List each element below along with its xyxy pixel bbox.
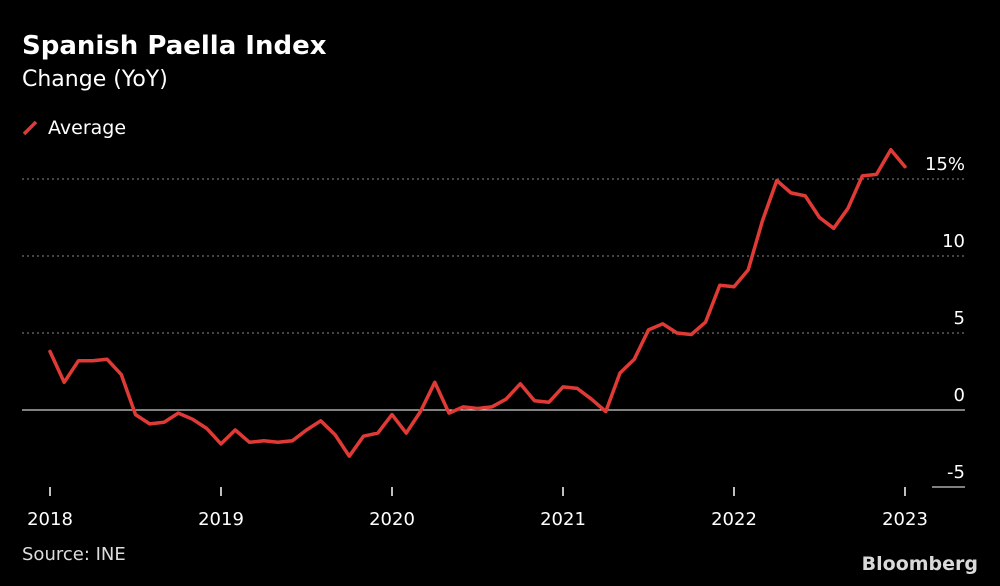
x-tick-label-2023: 2023 xyxy=(882,509,928,530)
x-tick-label-2019: 2019 xyxy=(198,509,244,530)
x-tick-label-2021: 2021 xyxy=(540,509,586,530)
chart-subtitle: Change (YoY) xyxy=(22,67,168,92)
chart-title: Spanish Paella Index xyxy=(22,31,327,61)
x-tick-label-2020: 2020 xyxy=(369,509,415,530)
y-tick-label-15: 15% xyxy=(925,154,965,175)
y-tick-label-0: 0 xyxy=(954,385,965,406)
y-tick-label-10: 10 xyxy=(942,231,965,252)
x-tick-label-2018: 2018 xyxy=(27,509,73,530)
x-tick-label-2022: 2022 xyxy=(711,509,757,530)
legend-label-average: Average xyxy=(48,117,127,139)
series-line-average xyxy=(48,147,907,458)
source-note: Source: INE xyxy=(22,544,126,565)
y-tick-label--5: -5 xyxy=(947,462,965,483)
y-tick-label-5: 5 xyxy=(954,308,965,329)
legend-swatch-icon xyxy=(22,120,38,136)
legend: Average xyxy=(22,117,126,139)
bloomberg-logo: Bloomberg xyxy=(861,553,978,575)
